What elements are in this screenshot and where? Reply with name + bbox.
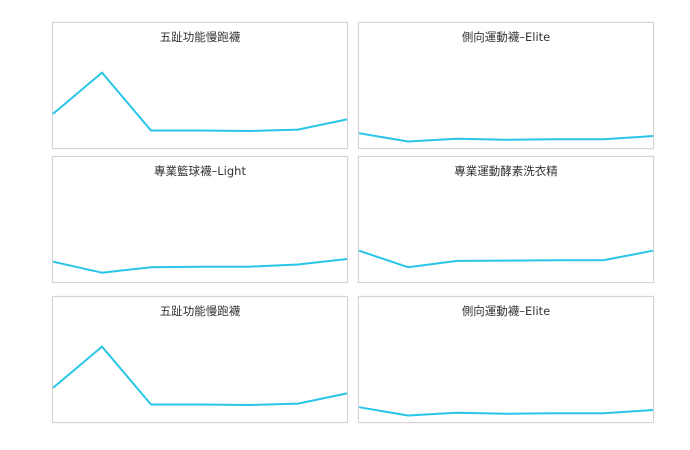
series-line bbox=[358, 249, 654, 269]
chart-title: 側向運動襪–Elite bbox=[461, 304, 551, 318]
line-chart bbox=[358, 406, 654, 417]
series-line bbox=[358, 406, 654, 417]
series-line bbox=[52, 71, 348, 132]
chart-title: 五趾功能慢跑襪 bbox=[159, 304, 241, 318]
chart-title: 專業籃球襪–Light bbox=[154, 164, 246, 178]
line-chart bbox=[358, 249, 654, 269]
line-chart bbox=[52, 71, 348, 132]
chart-title: 側向運動襪–Elite bbox=[461, 30, 551, 44]
chart-title: 五趾功能慢跑襪 bbox=[159, 30, 241, 44]
chart-title: 專業運動酵素洗衣精 bbox=[454, 164, 558, 178]
chart-panel-3: 專業籃球襪–Light bbox=[52, 156, 348, 283]
chart-panel-2: 側向運動襪–Elite bbox=[358, 22, 654, 149]
chart-panel-4: 專業運動酵素洗衣精 bbox=[358, 156, 654, 283]
series-line bbox=[52, 345, 348, 406]
chart-panel-5: 五趾功能慢跑襪 bbox=[52, 296, 348, 423]
chart-panel-6: 側向運動襪–Elite bbox=[358, 296, 654, 423]
line-chart bbox=[52, 345, 348, 406]
line-chart bbox=[358, 132, 654, 143]
series-line bbox=[358, 132, 654, 143]
series-line bbox=[52, 258, 348, 274]
line-chart bbox=[52, 258, 348, 274]
chart-panel-1: 五趾功能慢跑襪 bbox=[52, 22, 348, 149]
